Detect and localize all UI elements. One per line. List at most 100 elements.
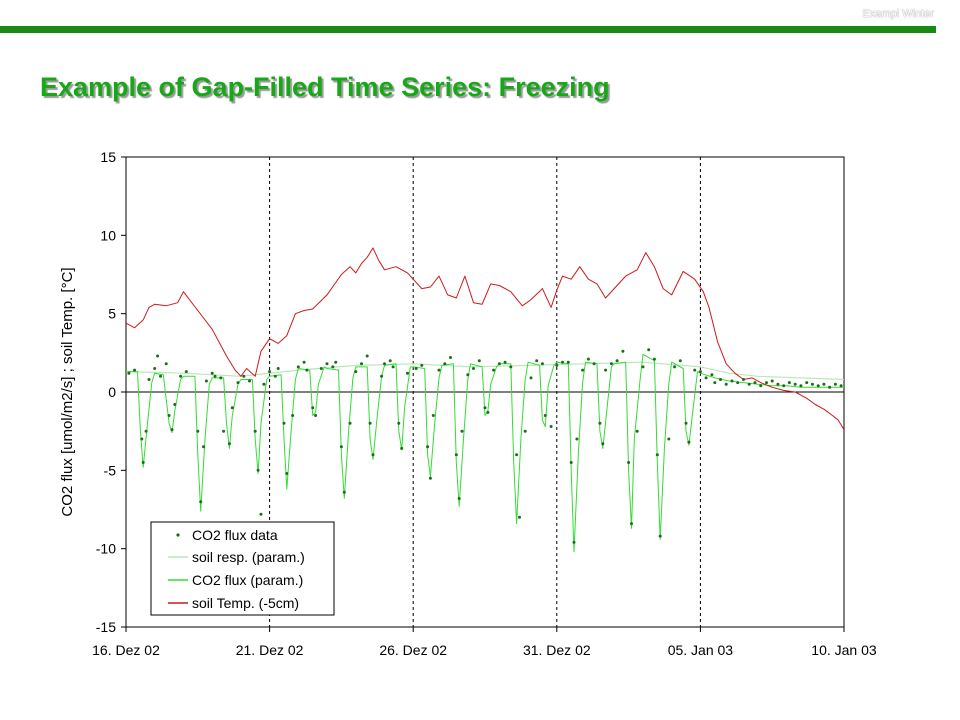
flux-data-point <box>431 414 435 417</box>
flux-data-point <box>371 453 375 457</box>
flux-data-point <box>805 381 809 385</box>
flux-data-point <box>776 382 780 386</box>
x-tick-label-5: 10. Jan 03 <box>811 642 877 658</box>
flux-data-point <box>759 384 763 388</box>
flux-data-point <box>724 382 728 386</box>
flux-data-point <box>822 382 826 386</box>
flux-data-point <box>360 362 363 366</box>
flux-data-point <box>635 429 639 433</box>
y-tick-label-6: -15 <box>96 619 116 635</box>
flux-data-point <box>652 357 656 361</box>
flux-data-point <box>140 437 144 441</box>
flux-data-point <box>164 362 168 366</box>
flux-data-point <box>592 362 596 366</box>
flux-data-point <box>460 429 464 433</box>
legend-label-soil-resp: soil resp. (param.) <box>192 549 305 565</box>
flux-data-point <box>227 442 231 446</box>
flux-data-point <box>406 371 409 375</box>
flux-data-point <box>839 384 843 388</box>
flux-data-point <box>736 381 740 385</box>
flux-data-point <box>615 359 619 363</box>
flux-data-point <box>529 376 533 380</box>
flux-data-point <box>581 368 585 372</box>
y-tick-label-3: 0 <box>108 384 116 400</box>
flux-data-point <box>678 359 682 363</box>
flux-data-point <box>388 359 392 363</box>
flux-data-point <box>236 381 240 385</box>
flux-data-point <box>282 421 286 425</box>
flux-data-point <box>248 379 251 383</box>
flux-data-point <box>339 445 343 449</box>
flux-data-point <box>523 429 527 433</box>
x-axis: 16. Dez 02 21. Dez 02 26. Dez 02 31. Dez 02… <box>92 627 877 658</box>
flux-data-point <box>561 360 564 364</box>
flux-data-point <box>170 428 174 432</box>
flux-data-point <box>497 362 501 366</box>
flux-data-point <box>466 373 470 377</box>
slide-title: Example of Gap-Filled Time Series: Freez… <box>40 72 610 102</box>
flux-data-point <box>503 360 507 364</box>
flux-data-point <box>747 382 751 386</box>
flux-data-point <box>210 371 214 375</box>
flux-data-point <box>730 379 734 383</box>
y-tick-label-1: 10 <box>100 227 116 243</box>
header-label: Exampl Winter <box>862 8 934 20</box>
flux-data-point <box>196 429 200 433</box>
soil-resp-line <box>126 361 844 381</box>
soil-temp-line <box>126 247 844 430</box>
flux-data-point <box>365 354 369 358</box>
flux-data-point <box>443 362 447 366</box>
x-tick-label-4: 05. Jan 03 <box>668 642 734 658</box>
flux-data-point <box>586 357 590 361</box>
flux-data-point <box>426 445 430 449</box>
y-tick-label-2: 5 <box>108 306 116 322</box>
flux-data-point <box>368 421 372 425</box>
flux-data-point <box>253 429 257 433</box>
flux-data-point <box>380 374 384 378</box>
flux-data-point <box>787 381 791 385</box>
flux-data-point <box>147 378 151 381</box>
flux-data-point <box>742 378 745 381</box>
flux-data-point <box>630 522 633 526</box>
y-axis-label: CO2 flux [umol/m2/s] ; soil Temp. [°C] <box>59 267 76 516</box>
flux-data-point <box>698 370 702 374</box>
flux-data-point <box>414 367 418 370</box>
flux-data-point <box>782 384 786 388</box>
legend-label-flux-data: CO2 flux data <box>192 527 278 543</box>
flux-data-point <box>334 360 338 364</box>
flux-data-point <box>325 362 329 366</box>
y-tick-label-4: -5 <box>104 462 117 478</box>
flux-data-point <box>204 379 208 383</box>
y-axis: 15 10 5 0 -5 -10 -15 <box>96 149 126 635</box>
flux-data-point <box>259 512 263 516</box>
flux-data-point <box>199 500 203 504</box>
flux-data-point <box>684 421 688 425</box>
flux-data-point <box>291 414 295 417</box>
legend: CO2 flux data soil resp. (param.) CO2 fl… <box>150 521 335 616</box>
flux-data-point <box>296 365 300 369</box>
flux-data-point <box>710 373 714 377</box>
flux-data-point <box>627 461 631 464</box>
x-tick-label-0: 16. Dez 02 <box>92 642 160 658</box>
flux-data-point <box>314 414 318 417</box>
flux-data-point <box>833 382 837 386</box>
flux-data-point <box>285 472 289 475</box>
flux-data-point <box>793 382 797 386</box>
flux-data-point <box>719 378 722 381</box>
flux-data-point <box>704 376 708 380</box>
flux-data-point <box>598 421 602 425</box>
flux-data-point <box>673 365 677 369</box>
flux-data-point <box>159 374 162 378</box>
flux-data-point <box>472 367 475 370</box>
x-tick-label-3: 31. Dez 02 <box>523 642 591 658</box>
flux-data-point <box>647 348 651 352</box>
flux-data-point <box>486 410 490 414</box>
flux-data-point <box>230 406 234 410</box>
flux-data-point <box>609 362 613 366</box>
flux-data-point <box>667 437 671 441</box>
flux-data-point <box>256 468 260 472</box>
legend-item-soil-resp: soil resp. (param.) <box>168 549 305 565</box>
legend-box <box>150 521 335 616</box>
flux-data-point <box>828 385 832 389</box>
